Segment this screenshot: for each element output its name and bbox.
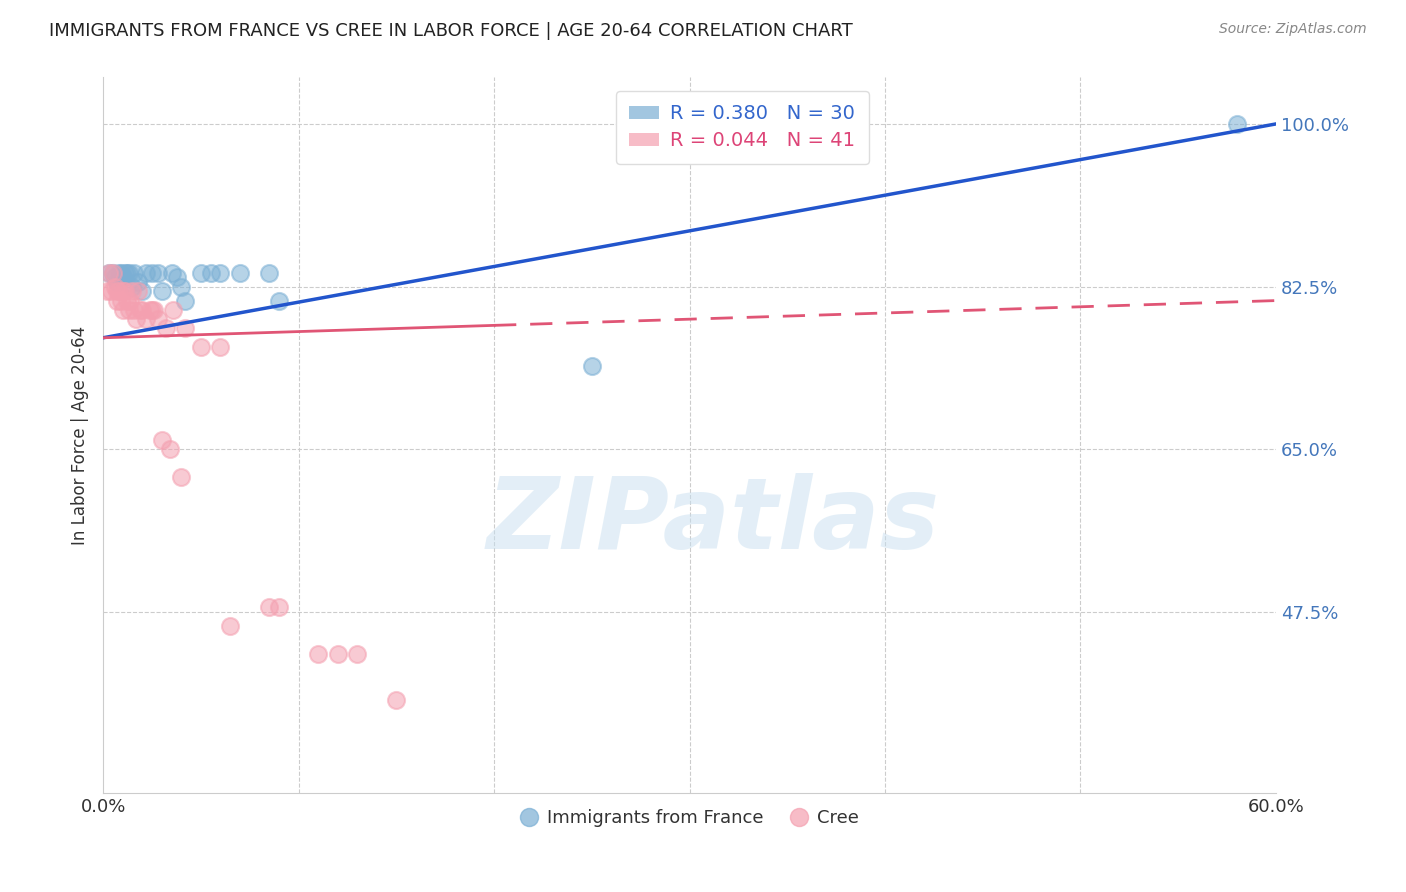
Point [219, 619, 242, 633]
Point [101, 266, 124, 280]
Point [121, 285, 143, 299]
Point [141, 302, 163, 317]
Legend: Immigrants from France, Cree: Immigrants from France, Cree [513, 802, 866, 834]
Point [107, 285, 129, 299]
Point [127, 275, 149, 289]
Point [385, 693, 408, 707]
Point [98, 266, 121, 280]
Text: ZIPatlas: ZIPatlas [486, 473, 939, 570]
Point [107, 266, 129, 280]
Point [166, 270, 188, 285]
Point [146, 266, 169, 280]
Point [111, 285, 134, 299]
Point [209, 340, 232, 354]
Point [259, 266, 281, 280]
Point [131, 302, 153, 317]
Point [174, 293, 197, 308]
Point [267, 293, 290, 308]
Point [135, 312, 157, 326]
Point [150, 433, 173, 447]
Point [104, 279, 127, 293]
Point [101, 266, 124, 280]
Point [124, 266, 146, 280]
Point [121, 279, 143, 293]
Point [162, 302, 184, 317]
Point [155, 321, 177, 335]
Point [114, 285, 136, 299]
Point [159, 442, 181, 457]
Point [115, 293, 138, 308]
Point [174, 321, 197, 335]
Point [160, 266, 183, 280]
Point [141, 266, 163, 280]
Point [117, 266, 139, 280]
Point [229, 266, 252, 280]
Point [267, 600, 290, 615]
Text: IMMIGRANTS FROM FRANCE VS CREE IN LABOR FORCE | AGE 20-64 CORRELATION CHART: IMMIGRANTS FROM FRANCE VS CREE IN LABOR … [49, 22, 853, 40]
Point [150, 285, 173, 299]
Point [105, 275, 128, 289]
Point [1226, 117, 1249, 131]
Point [105, 285, 128, 299]
Point [139, 302, 162, 317]
Point [124, 302, 146, 317]
Point [190, 340, 212, 354]
Point [120, 293, 142, 308]
Point [170, 279, 193, 293]
Point [98, 266, 121, 280]
Point [111, 270, 134, 285]
Point [135, 266, 157, 280]
Text: Source: ZipAtlas.com: Source: ZipAtlas.com [1219, 22, 1367, 37]
Point [117, 302, 139, 317]
Point [259, 600, 281, 615]
Point [110, 293, 132, 308]
Point [131, 285, 153, 299]
Point [200, 266, 222, 280]
Point [114, 266, 136, 280]
Point [346, 647, 368, 661]
Point [110, 266, 132, 280]
Point [146, 312, 169, 326]
Point [581, 359, 603, 373]
Point [96, 285, 118, 299]
Point [100, 285, 122, 299]
Point [104, 270, 127, 285]
Point [125, 312, 148, 326]
Point [170, 470, 193, 484]
Point [129, 302, 152, 317]
Point [326, 647, 349, 661]
Point [111, 302, 134, 317]
Y-axis label: In Labor Force | Age 20-64: In Labor Force | Age 20-64 [72, 326, 89, 545]
Point [115, 266, 138, 280]
Point [105, 293, 128, 308]
Point [142, 302, 165, 317]
Point [190, 266, 212, 280]
Point [127, 285, 149, 299]
Point [307, 647, 329, 661]
Point [209, 266, 232, 280]
